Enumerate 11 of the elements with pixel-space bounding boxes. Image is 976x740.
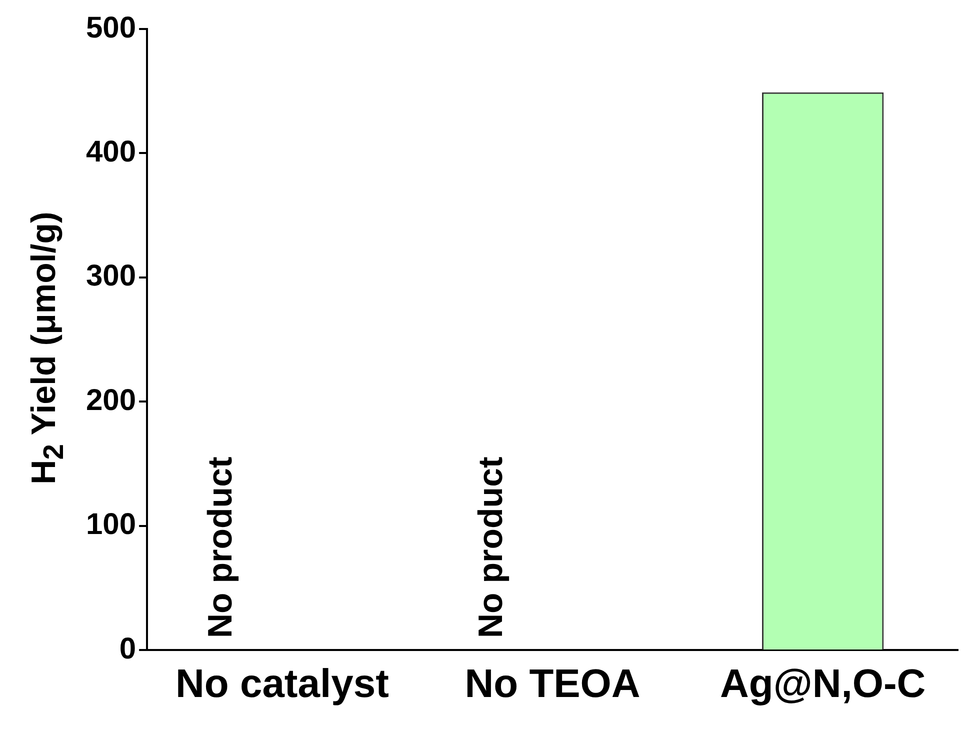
x-tick-label: No TEOA [464, 662, 640, 706]
y-tick-label: 200 [86, 384, 136, 417]
y-tick-label: 100 [86, 508, 136, 542]
annotation: No product [202, 456, 240, 638]
annotation: No product [472, 456, 510, 638]
y-tick-label: 500 [86, 11, 136, 44]
y-tick-label: 0 [119, 632, 136, 666]
x-tick-label: Ag@N,O-C [720, 662, 926, 706]
x-tick-label: No catalyst [176, 662, 389, 706]
y-tick-label: 400 [86, 135, 136, 168]
y-tick-label: 300 [86, 260, 136, 293]
